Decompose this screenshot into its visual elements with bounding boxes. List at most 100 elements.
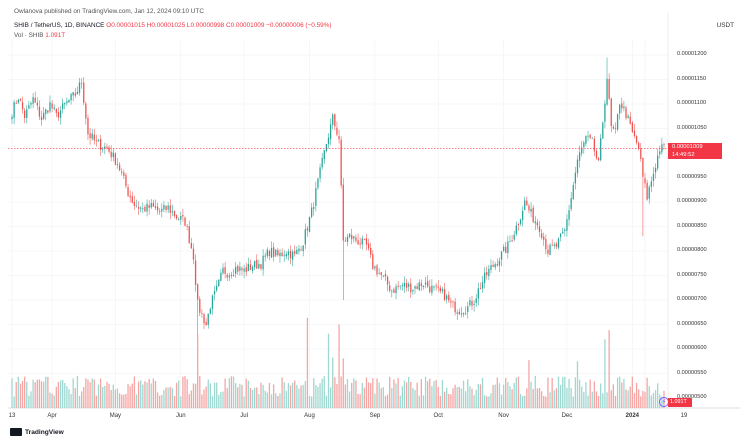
volume-bar-51 xyxy=(118,393,121,408)
volume-bar-152 xyxy=(332,357,334,408)
volume-bar-6 xyxy=(24,376,26,408)
volume-bar-17 xyxy=(47,376,49,408)
y-tick-label-13: 0.00000500 xyxy=(677,394,707,400)
volume-bar-82 xyxy=(184,376,186,408)
volume-bar-276 xyxy=(593,381,596,408)
volume-bar-235 xyxy=(507,382,509,408)
volume-bar-54 xyxy=(125,394,127,408)
candle-body-68 xyxy=(154,206,157,208)
volume-bar-265 xyxy=(570,387,572,408)
candle-body-238 xyxy=(513,234,515,240)
volume-bar-138 xyxy=(302,384,304,408)
candle-body-160 xyxy=(348,233,351,238)
volume-bar-303 xyxy=(650,395,652,408)
volume-bar-126 xyxy=(277,395,279,408)
volume-bar-278 xyxy=(597,395,600,408)
candle-body-136 xyxy=(298,248,300,252)
volume-bar-81 xyxy=(182,376,184,408)
candle-body-66 xyxy=(150,202,152,208)
volume-bar-293 xyxy=(629,386,631,408)
candle-body-137 xyxy=(300,249,302,251)
y-tick-label-8: 0.00000750 xyxy=(677,271,707,278)
candle-body-275 xyxy=(591,137,593,139)
candle-body-293 xyxy=(629,116,631,124)
volume-bar-47 xyxy=(110,389,112,408)
candle-body-266 xyxy=(572,184,574,200)
candle-body-176 xyxy=(382,275,385,277)
candle-body-101 xyxy=(224,267,226,274)
candle-body-298 xyxy=(640,148,642,159)
volume-bar-70 xyxy=(159,395,161,408)
tradingview-logo[interactable]: TradingView xyxy=(10,428,64,436)
candle-body-2 xyxy=(15,102,17,104)
volume-bar-13 xyxy=(38,379,41,408)
volume-bar-297 xyxy=(638,389,640,408)
candle-body-172 xyxy=(374,266,376,269)
volume-bar-198 xyxy=(429,378,431,408)
candle-body-223 xyxy=(481,282,484,289)
volume-bar-41 xyxy=(97,384,100,408)
volume-bar-248 xyxy=(534,375,536,408)
volume-bar-284 xyxy=(610,390,612,408)
candle-body-296 xyxy=(635,136,638,143)
candle-body-44 xyxy=(104,146,106,149)
candle-body-88 xyxy=(197,284,199,300)
volume-bar-249 xyxy=(536,388,539,408)
volume-label[interactable]: Vol · SHIB xyxy=(14,32,44,39)
candle-body-165 xyxy=(359,243,361,245)
volume-bar-299 xyxy=(642,390,644,408)
candle-body-127 xyxy=(279,252,281,257)
volume-value: 1.091T xyxy=(45,32,66,39)
y-tick-label-7: 0.00000800 xyxy=(677,247,707,253)
candle-body-126 xyxy=(277,250,279,256)
candle-body-159 xyxy=(346,236,349,242)
volume-bar-154 xyxy=(336,384,338,408)
candle-body-186 xyxy=(403,283,406,287)
candle-body-131 xyxy=(287,251,290,256)
volume-bar-177 xyxy=(384,395,387,408)
currency-unit[interactable]: USDT xyxy=(716,22,734,29)
volume-bar-223 xyxy=(481,377,484,408)
candle-body-234 xyxy=(505,246,507,253)
volume-bar-184 xyxy=(399,395,401,408)
candle-body-164 xyxy=(357,240,359,245)
candle-body-3 xyxy=(17,99,19,103)
volume-bar-197 xyxy=(427,381,429,408)
volume-bar-157 xyxy=(342,358,344,408)
candle-body-252 xyxy=(543,236,545,240)
volume-bar-277 xyxy=(595,391,598,408)
volume-bar-131 xyxy=(287,383,290,408)
candle-body-104 xyxy=(230,274,233,276)
volume-bar-286 xyxy=(614,395,617,408)
volume-bar-247 xyxy=(532,389,534,408)
candle-body-115 xyxy=(254,260,256,268)
candle-body-174 xyxy=(378,273,380,274)
volume-bar-33 xyxy=(80,391,83,408)
volume-bar-160 xyxy=(348,391,351,408)
candle-body-27 xyxy=(68,99,70,103)
volume-bar-44 xyxy=(104,385,106,408)
candle-body-201 xyxy=(435,285,437,287)
candle-body-232 xyxy=(500,251,503,260)
volume-bar-221 xyxy=(477,383,479,408)
candle-body-209 xyxy=(452,301,454,303)
candle-body-32 xyxy=(78,82,81,93)
volume-bar-183 xyxy=(397,378,399,408)
volume-bar-77 xyxy=(173,396,176,408)
candle-body-237 xyxy=(511,240,513,241)
x-tick-label-4: Jul xyxy=(240,413,248,419)
symbol-label[interactable]: SHIB / TetherUS, 1D, BINANCE xyxy=(14,22,105,29)
candle-body-244 xyxy=(526,200,528,206)
candle-body-190 xyxy=(412,289,414,292)
volume-bar-206 xyxy=(446,387,448,408)
candle-body-183 xyxy=(397,285,399,288)
candle-body-37 xyxy=(89,133,91,139)
volume-bar-205 xyxy=(443,391,446,408)
volume-bar-264 xyxy=(568,378,570,408)
volume-bar-95 xyxy=(211,396,214,408)
candle-body-5 xyxy=(21,102,24,110)
candle-body-305 xyxy=(654,167,657,173)
candle-body-26 xyxy=(66,101,68,104)
volume-bar-18 xyxy=(49,392,51,408)
